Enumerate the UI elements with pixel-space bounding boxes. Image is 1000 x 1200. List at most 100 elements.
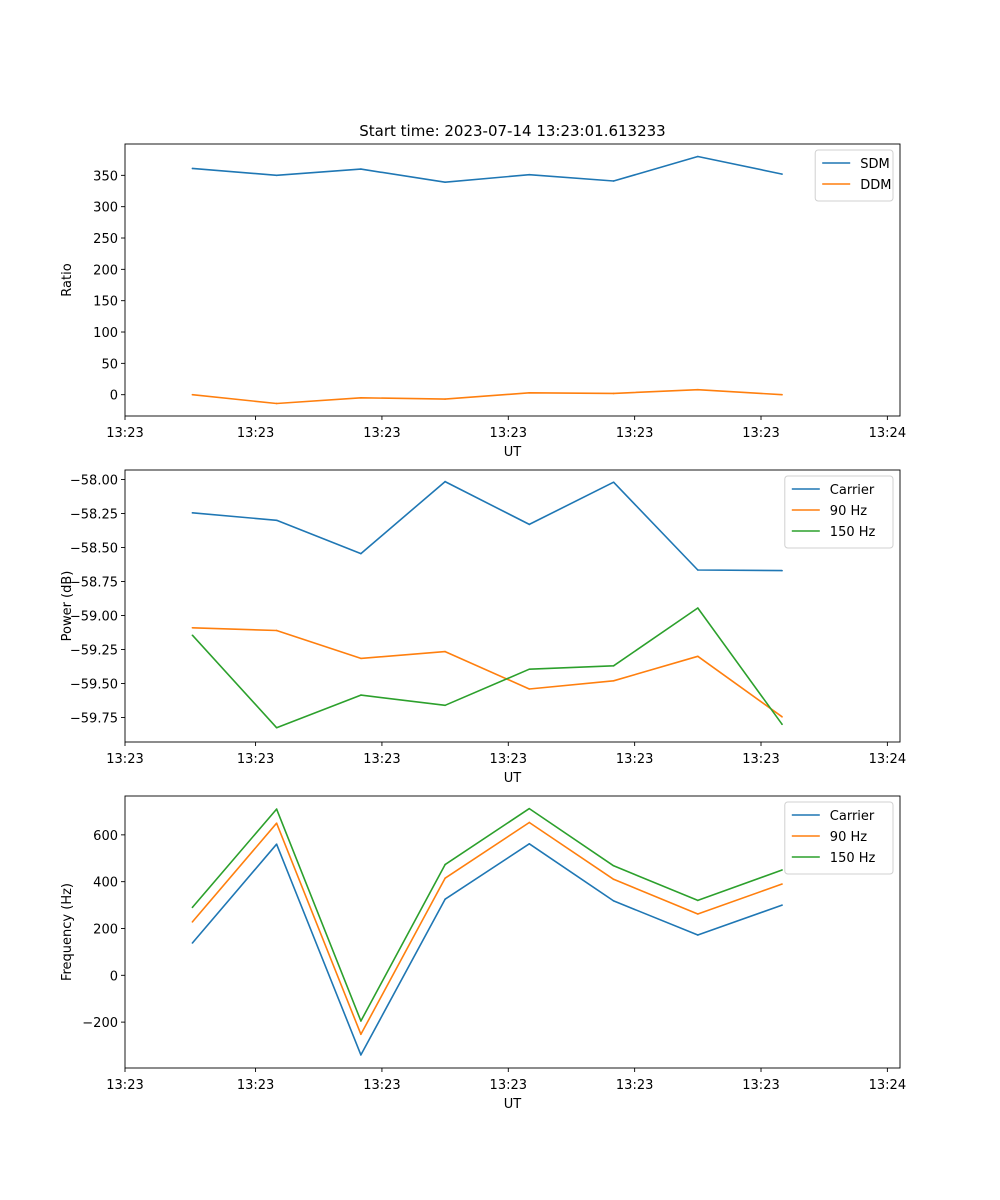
series-line-ddm [192, 388, 783, 405]
data-point-ddm [360, 397, 362, 399]
panel-1: 0 50 100 150 200 250 300 350 13:23 13:23 13:23 13:2… [60, 143, 906, 460]
data-point-150-hz [444, 863, 446, 866]
data-point-sdm [360, 168, 362, 170]
legend-label: 90 Hz [830, 504, 867, 519]
x-tick-label: 13:23 [363, 426, 400, 441]
data-point-150-hz [444, 704, 446, 707]
y-tick-label: 600 [93, 829, 118, 844]
data-point-carrier [612, 900, 615, 902]
x-axis-label: UT [504, 1097, 522, 1112]
data-point-carrier [781, 904, 783, 906]
data-point-carrier [697, 934, 699, 936]
data-point-carrier [191, 512, 194, 514]
series-line-150-hz [191, 807, 783, 1022]
y-tick-label: −59.50 [70, 678, 118, 693]
data-point-sdm [612, 180, 615, 182]
legend-label: SDM [860, 157, 889, 172]
data-point-sdm [444, 181, 446, 184]
panel-2: −59.75 −59.50 −59.25 −59.00 −58.75 −58.50 −58.… [60, 469, 906, 786]
data-point-carrier [528, 523, 531, 526]
data-point-ddm [444, 398, 446, 400]
y-tick-label: −58.25 [70, 508, 118, 523]
x-tick-label: 13:24 [869, 752, 906, 767]
x-tick-label: 13:23 [237, 426, 274, 441]
legend-box [784, 801, 894, 875]
data-point-ddm [528, 392, 531, 394]
series-line-90-hz [192, 627, 783, 718]
y-tick-label: 50 [101, 357, 118, 372]
data-point-150-hz [697, 607, 699, 609]
data-point-150-hz [191, 634, 194, 637]
data-point-90-hz [275, 822, 278, 824]
x-tick-label: 13:23 [742, 1078, 779, 1093]
data-point-90-hz [612, 878, 615, 881]
legend-box [784, 475, 894, 549]
x-tick-label: 13:23 [106, 752, 143, 767]
legend-label: 150 Hz [830, 525, 876, 540]
x-tick-label: 13:24 [869, 1078, 906, 1093]
y-axis-label: Power (dB) [60, 571, 75, 642]
y-tick-label: 350 [93, 169, 118, 184]
data-point-150-hz [612, 864, 615, 867]
data-point-ddm [612, 392, 615, 395]
data-point-90-hz [191, 921, 194, 923]
y-tick-label: 250 [93, 232, 118, 247]
x-tick-label: 13:23 [490, 426, 527, 441]
data-point-90-hz [697, 913, 699, 915]
legend-label: DDM [860, 178, 891, 193]
data-point-carrier [444, 480, 446, 483]
data-point-ddm [191, 393, 194, 396]
x-tick-label: 13:23 [106, 1078, 143, 1093]
data-point-90-hz [360, 1033, 362, 1036]
y-axis-label: Frequency (Hz) [60, 883, 75, 981]
data-point-150-hz [528, 807, 531, 810]
series-line-90-hz [191, 821, 783, 1036]
y-tick-label: 400 [93, 876, 118, 891]
x-axis-label: UT [504, 771, 522, 786]
data-point-carrier [528, 842, 531, 845]
data-point-90-hz [191, 626, 194, 629]
data-point-ddm [781, 393, 783, 396]
panel-3: −200 0 200 400 600 13:23 13:23 13:23 13:23 13:23 1… [60, 795, 906, 1112]
y-tick-label: −58.75 [70, 576, 118, 591]
y-tick-label: 200 [93, 922, 118, 937]
data-point-150-hz [191, 906, 194, 909]
y-tick-label: −58.50 [70, 542, 118, 557]
y-tick-label: −59.25 [70, 644, 118, 659]
data-point-sdm [191, 167, 194, 170]
plot-frame [124, 143, 901, 417]
y-tick-label: −58.00 [70, 474, 118, 489]
x-tick-label: 13:23 [616, 752, 653, 767]
data-point-sdm [528, 173, 531, 176]
data-point-150-hz [275, 808, 278, 810]
data-point-90-hz [781, 883, 783, 885]
plot-frame [124, 795, 901, 1069]
data-point-ddm [275, 402, 278, 405]
data-point-90-hz [275, 629, 278, 632]
data-point-150-hz [781, 869, 783, 871]
data-point-150-hz [612, 665, 615, 667]
data-point-150-hz [528, 668, 531, 671]
data-point-90-hz [444, 877, 446, 879]
data-point-90-hz [612, 680, 615, 682]
plot-frame [124, 469, 901, 743]
x-tick-label: 13:23 [490, 752, 527, 767]
data-point-90-hz [528, 821, 531, 824]
data-point-carrier [275, 519, 278, 522]
data-point-carrier [360, 552, 362, 555]
x-tick-label: 13:23 [490, 1078, 527, 1093]
x-tick-label: 13:23 [237, 1078, 274, 1093]
data-point-carrier [360, 1054, 362, 1056]
y-tick-label: −200 [82, 1016, 118, 1031]
y-axis-label: Ratio [60, 263, 75, 296]
series-line-carrier [191, 842, 783, 1056]
data-point-sdm [697, 155, 699, 158]
x-tick-label: 13:23 [106, 426, 143, 441]
data-point-150-hz [360, 694, 362, 696]
data-point-150-hz [781, 723, 783, 726]
y-tick-label: 200 [93, 263, 118, 278]
data-point-carrier [191, 942, 194, 944]
data-point-150-hz [697, 899, 699, 902]
data-point-90-hz [697, 655, 699, 658]
